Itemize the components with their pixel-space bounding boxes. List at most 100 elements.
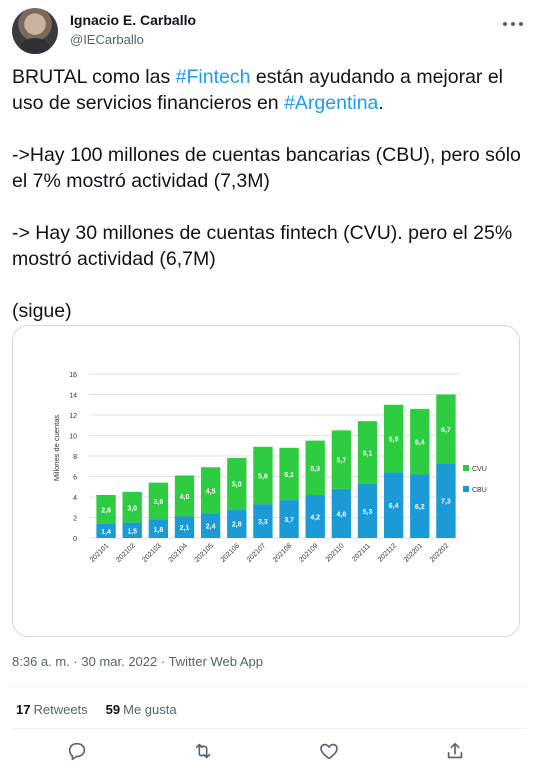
data-label-cvu: 6,7: [441, 427, 451, 434]
data-label-cbu: 3,3: [258, 519, 268, 526]
bar-cbu: [148, 519, 169, 538]
likes-stat[interactable]: 59 Me gusta: [106, 702, 177, 717]
data-label-cbu: 1,5: [127, 528, 137, 535]
likes-count: 59: [105, 702, 121, 717]
tweet-text-segment: .: [378, 92, 384, 114]
retweets-stat[interactable]: 17 Retweets: [16, 702, 88, 717]
retweet-icon: [195, 743, 211, 759]
data-label-cvu: 5,6: [258, 473, 268, 480]
x-tick-label: 202104: [167, 542, 189, 564]
x-tick-label: 202106: [220, 542, 242, 564]
bar-cvu: [357, 421, 378, 484]
bar-cbu: [200, 513, 221, 538]
divider: [12, 686, 527, 687]
bar-cvu: [305, 440, 325, 495]
tweet-text-segment: BRUTAL como las: [12, 66, 176, 88]
tweet-paragraph-2: ->Hay 100 millones de cuentas bancarias …: [12, 144, 527, 192]
data-label-cbu: 3,7: [284, 517, 294, 524]
tweet-paragraph-3: -> Hay 30 millones de cuentas fintech (C…: [12, 222, 518, 270]
data-label-cvu: 6,1: [363, 450, 373, 457]
bar-cvu: [279, 447, 299, 501]
retweets-label: Retweets: [33, 702, 88, 717]
bar-cbu: [410, 474, 430, 538]
bar-cbu: [279, 500, 299, 538]
y-tick-label: 14: [69, 393, 77, 400]
bar-cvu: [200, 467, 221, 514]
data-label-cvu: 4,0: [180, 494, 190, 501]
y-tick-label: 8: [73, 454, 77, 461]
bar-cbu: [96, 523, 116, 538]
avatar[interactable]: [12, 8, 58, 54]
divider: [12, 728, 527, 729]
x-tick-label: 202111: [351, 542, 372, 563]
bar-cvu: [227, 458, 247, 510]
reply-button[interactable]: [66, 740, 90, 764]
bar-cvu: [410, 408, 430, 475]
x-tick-label: 202110: [325, 542, 346, 563]
hashtag-fintech-link[interactable]: #Fintech: [175, 66, 251, 88]
legend-swatch: [463, 486, 469, 492]
bar-cbu: [357, 483, 378, 538]
legend-swatch: [463, 465, 469, 471]
tweet-timestamp[interactable]: 8:36 a. m. · 30 mar. 2022 · Twitter Web …: [12, 654, 263, 669]
bar-cbu: [436, 463, 456, 538]
tweet-actions: [12, 740, 527, 768]
legend-label: CBU: [472, 487, 487, 494]
data-label-cvu: 3,6: [153, 499, 163, 506]
likes-label: Me gusta: [123, 702, 177, 717]
data-label-cbu: 4,8: [336, 511, 346, 518]
data-label-cbu: 2,8: [232, 522, 242, 529]
x-tick-label: 202201: [403, 542, 425, 564]
share-icon: [447, 742, 463, 759]
x-tick-label: 202102: [115, 542, 137, 564]
tweet-paragraph-1: BRUTAL como las #Fintech están ayudando …: [12, 64, 527, 116]
bar-cbu: [383, 472, 404, 538]
bar-cvu: [253, 446, 273, 505]
data-label-cvu: 5,3: [310, 466, 320, 473]
display-name[interactable]: Ignacio E. Carballo: [70, 12, 197, 28]
bar-cvu: [174, 475, 195, 517]
more-options-icon[interactable]: [503, 14, 523, 34]
bar-cvu: [122, 491, 142, 523]
y-tick-label: 6: [73, 475, 77, 482]
bar-cvu: [436, 394, 456, 464]
tweet-header: Ignacio E. Carballo @IECarballo: [12, 8, 527, 56]
data-label-cvu: 2,8: [101, 507, 111, 514]
data-label-cbu: 4,2: [310, 514, 320, 521]
x-tick-label: 202109: [298, 542, 320, 564]
bar-cbu: [122, 522, 142, 538]
tweet-stats: 17 Retweets 59 Me gusta: [16, 702, 177, 717]
hashtag-argentina-link[interactable]: #Argentina: [284, 92, 379, 114]
data-label-cvu: 6,6: [389, 437, 399, 444]
bar-cvu: [148, 482, 169, 520]
bar-cbu: [253, 504, 273, 538]
data-label-cvu: 5,1: [284, 472, 294, 479]
bar-cbu: [174, 516, 195, 538]
tweet-text-segment: están ayudando a mejorar el uso de servi…: [12, 66, 509, 114]
user-handle[interactable]: @IECarballo: [70, 32, 144, 47]
data-label-cbu: 2,4: [206, 524, 216, 531]
share-button[interactable]: [444, 740, 468, 764]
bar-cvu: [96, 494, 116, 524]
retweet-button[interactable]: [192, 740, 216, 764]
tweet-text: BRUTAL como las #Fintech están ayudando …: [12, 64, 527, 324]
tweet-media-chart[interactable]: 0 2 4 6 8 10 12 14 16 Millones de cuentas 1,4 2,8 20…: [12, 325, 520, 637]
tweet-paragraph-4: (sigue): [12, 300, 72, 322]
y-tick-label: 0: [73, 536, 77, 543]
x-tick-label: 202202: [429, 542, 451, 564]
bar-cbu: [331, 488, 352, 538]
y-tick-label: 10: [69, 434, 77, 441]
legend-label: CVU: [472, 466, 487, 473]
data-label-cvu: 5,7: [336, 458, 346, 465]
like-button[interactable]: [318, 740, 342, 764]
x-tick-label: 202103: [141, 542, 163, 564]
x-tick-label: 202107: [246, 542, 268, 564]
data-label-cbu: 7,3: [441, 499, 451, 506]
reply-icon: [68, 742, 86, 761]
x-tick-label: 202101: [89, 542, 111, 564]
data-label-cvu: 6,4: [415, 440, 425, 447]
x-tick-label: 202105: [194, 542, 216, 564]
bar-cbu: [227, 509, 247, 538]
bar-cvu: [383, 404, 404, 473]
y-tick-label: 12: [69, 413, 77, 420]
